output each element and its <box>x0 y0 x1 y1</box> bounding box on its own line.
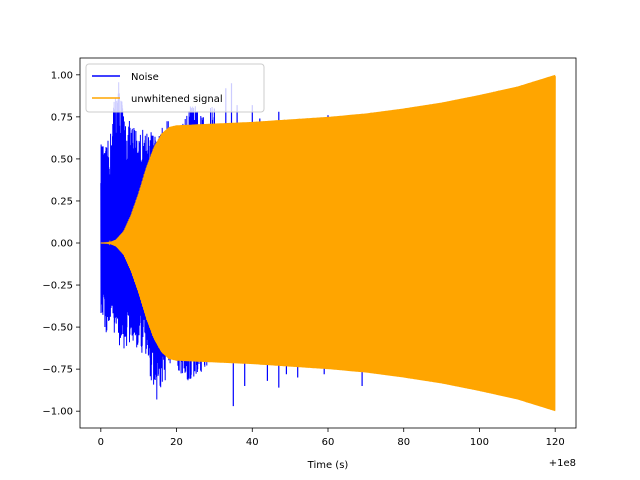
y-tick-label-5: 0.25 <box>51 196 73 207</box>
y-tick-label-4: 0.00 <box>51 239 73 250</box>
x-offset-label: +1e8 <box>549 458 576 469</box>
y-tick-label-3: −0.25 <box>42 281 73 292</box>
x-tick-label-60: 60 <box>322 437 335 448</box>
legend: Noise unwhitened signal <box>85 63 265 113</box>
series-layer <box>100 74 556 412</box>
axes-layer: 0 20 40 60 80 100 120 −1.00 −0.75 −0.50 −0.25 0.00 0… <box>42 57 577 448</box>
y-tick-label-0: −1.00 <box>42 407 73 418</box>
x-tick-label-100: 100 <box>470 437 489 448</box>
y-tick-label-6: 0.50 <box>51 154 73 165</box>
x-tick-label-80: 80 <box>397 437 410 448</box>
x-axis-title: Time (s) <box>307 460 349 471</box>
y-tick-label-8: 1.00 <box>51 70 73 81</box>
y-tick-label-1: −0.75 <box>42 365 73 376</box>
legend-label-noise: Noise <box>131 72 159 83</box>
legend-label-unwhitened-signal: unwhitened signal <box>131 94 223 105</box>
legend-frame <box>85 63 265 113</box>
x-tick-label-120: 120 <box>546 437 565 448</box>
plot-area <box>100 74 556 412</box>
y-tick-label-2: −0.50 <box>42 323 73 334</box>
series-unwhitened-signal-line <box>100 75 556 411</box>
y-tick-label-7: 0.75 <box>51 112 73 123</box>
x-tick-label-0: 0 <box>98 437 104 448</box>
x-tick-label-20: 20 <box>170 437 183 448</box>
x-tick-label-40: 40 <box>246 437 259 448</box>
